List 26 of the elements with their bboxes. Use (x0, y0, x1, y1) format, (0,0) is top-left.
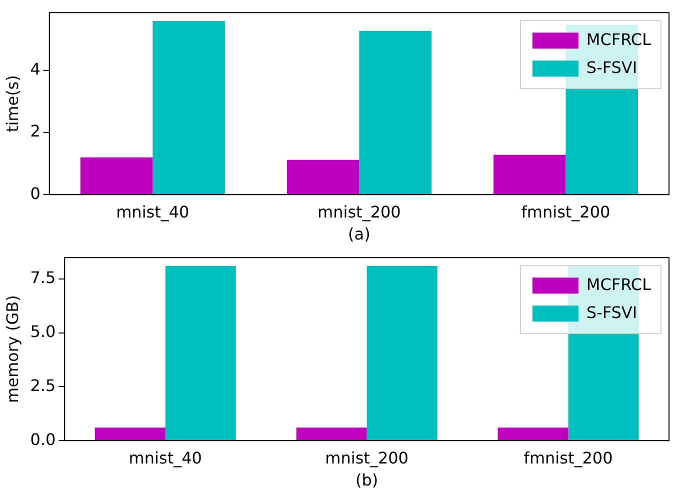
y-tick-label: 0.0 (30, 430, 56, 449)
bar (493, 154, 566, 194)
bar (286, 160, 360, 194)
y-axis-title: memory (GB) (2, 295, 22, 403)
x-tick-label: mnist_200 (318, 202, 401, 222)
y-axis-title: time(s) (2, 75, 22, 132)
legend-label: S-FSVI (586, 302, 638, 322)
x-tick-label: mnist_200 (325, 448, 408, 468)
x-tick-label: fmnist_200 (524, 448, 613, 468)
bar (80, 157, 153, 194)
bar (152, 20, 225, 194)
y-tick-label: 5.0 (30, 322, 56, 341)
y-tick-label: 2 (30, 122, 40, 141)
x-tick-label: mnist_40 (128, 448, 202, 468)
bar (359, 30, 432, 194)
x-tick-label: mnist_40 (116, 202, 190, 222)
y-tick-label: 7.5 (30, 268, 56, 288)
y-tick-label: 0 (30, 184, 40, 203)
x-tick-label: fmnist_200 (521, 202, 610, 222)
x-axis-title: (b) (356, 470, 378, 490)
x-axis-title: (a) (348, 224, 370, 244)
legend-label: S-FSVI (586, 58, 638, 77)
legend-label: MCFRCL (586, 30, 652, 49)
y-tick-label: 2.5 (30, 376, 56, 395)
y-tick-label: 4 (30, 60, 40, 79)
legend-label: MCFRCL (586, 274, 652, 294)
